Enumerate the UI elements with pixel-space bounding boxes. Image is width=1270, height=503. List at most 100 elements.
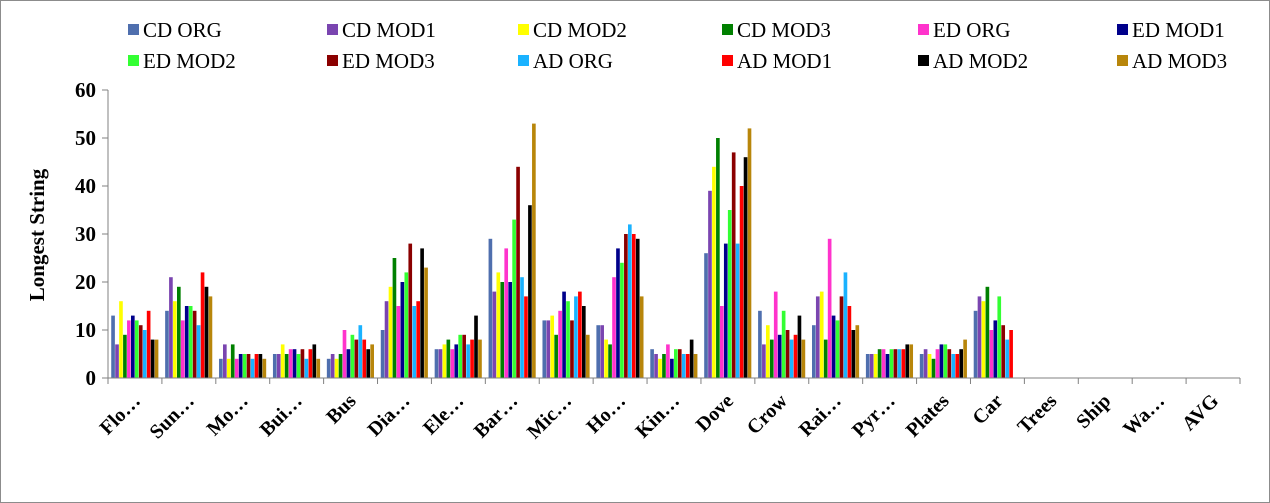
bar [570,320,574,378]
y-tick-label: 0 [86,366,97,390]
bar [478,339,482,378]
y-axis-label: Longest String [25,168,49,301]
bar [520,277,524,378]
bar [843,272,848,378]
bar [693,354,698,378]
bar [115,344,119,378]
bar [720,306,724,378]
series-ed-mod3 [138,152,1006,378]
bar [769,339,774,378]
x-tick-label: Ho… [582,390,630,438]
bar [716,138,720,378]
bar [851,330,856,378]
bar [470,339,474,378]
bar [616,248,620,378]
legend-item: ED MOD1 [1117,18,1225,42]
bar [272,354,277,378]
y-tick-label: 60 [75,78,96,102]
bar [831,315,836,378]
x-tick-label: Mo… [203,390,253,440]
legend-swatch [722,55,733,66]
bar [681,354,686,378]
legend-label: AD ORG [533,49,613,73]
bar [662,354,666,378]
bar [388,286,393,378]
bar [815,296,820,378]
bar [901,349,906,378]
bar [250,358,255,378]
bar [666,344,670,378]
legend-swatch [918,55,929,66]
bar [234,358,239,378]
bar [312,344,317,378]
bar [380,330,385,378]
legend-item: AD MOD1 [722,49,832,73]
y-tick-label: 50 [75,126,96,150]
bar [200,272,205,378]
bar [797,315,802,378]
bar [685,354,690,378]
x-tick-label: Car [968,390,1007,429]
x-tick-label: Dia… [364,390,415,441]
bar [585,334,590,378]
legend-label: CD MOD1 [342,18,436,42]
bar [562,291,566,378]
legend-label: AD MOD3 [1132,49,1227,73]
bar [392,258,397,378]
bar [923,349,928,378]
bar [350,334,355,378]
legend-swatch [518,24,529,35]
legend-item: ED MOD3 [327,49,435,73]
legend-label: ED MOD1 [1132,18,1225,42]
y-axis-ticks: 0 10 20 30 40 50 60 [75,78,108,390]
bar [977,296,982,378]
bar [704,253,708,378]
legend-item: CD ORG [128,18,222,42]
bar [873,354,878,378]
bar [296,354,301,378]
series-cd-mod1 [115,190,982,378]
legend-item: AD ORG [518,49,613,73]
bar [334,358,339,378]
bar [743,157,748,378]
bar [865,354,870,378]
bar [396,306,401,378]
bar [955,354,960,378]
bar [512,219,516,378]
bar [454,344,459,378]
bar [727,210,732,378]
y-tick-label: 40 [75,174,96,198]
legend-swatch [327,24,338,35]
bar [881,349,886,378]
bar [262,358,267,378]
bar [508,282,512,378]
bar [855,325,860,378]
bar [204,286,209,378]
bar [670,358,674,378]
bar [654,354,658,378]
bar [474,315,478,378]
x-tick-label: Plates [902,390,954,442]
bar [777,334,782,378]
series-cd-mod3 [123,138,990,378]
bar [524,296,528,378]
bar [747,128,752,378]
series-ed-org [127,238,994,378]
bar [246,354,251,378]
bar [532,123,536,378]
bar [785,330,790,378]
bar [905,344,910,378]
legend-label: ED MOD3 [342,49,435,73]
legend-swatch [327,55,338,66]
bar [528,205,532,378]
legend-label: CD MOD3 [737,18,831,42]
x-tick-label: Bui… [256,390,307,441]
bar [400,282,405,378]
bar [927,354,932,378]
legend-swatch [128,24,139,35]
bar [127,320,131,378]
legend-swatch [722,24,733,35]
legend-label: ED MOD2 [143,49,236,73]
bar [434,349,439,378]
